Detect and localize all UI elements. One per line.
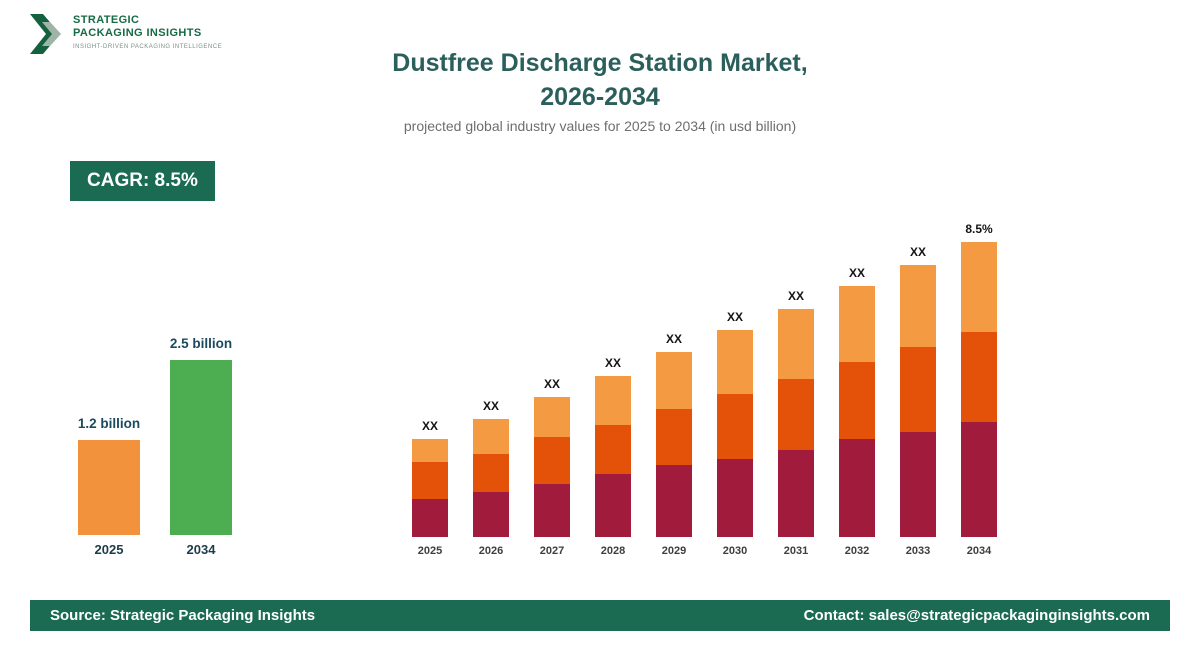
mini-year-label-2025: 2025 — [94, 542, 124, 557]
bottom-segment-2033 — [900, 432, 936, 537]
stacked-bar-year-label-2033: 2033 — [905, 545, 931, 557]
mini-chart: 1.2 billion 2025 2.5 billion 2034 — [78, 318, 232, 557]
logo-text: STRATEGIC PACKAGING INSIGHTS INSIGHT-DRI… — [73, 14, 222, 50]
stacked-bar-year-label-2034: 2034 — [966, 545, 992, 557]
top-segment-2027 — [534, 397, 570, 437]
bottom-segment-2032 — [839, 439, 875, 537]
stacked-bar-column-2034: 8.5% 2034 — [961, 200, 997, 558]
middle-segment-2029 — [656, 409, 692, 465]
bottom-segment-2030 — [717, 459, 753, 537]
stacked-bar-value-label-2034: 8.5% — [965, 222, 993, 236]
logo: STRATEGIC PACKAGING INSIGHTS INSIGHT-DRI… — [30, 14, 222, 54]
stacked-bar-column-2030: XX 2030 — [717, 200, 753, 558]
logo-line1: STRATEGIC — [73, 14, 140, 26]
stacked-bar-column-2028: XX 2028 — [595, 200, 631, 558]
stacked-bar-value-label-2026: XX — [482, 399, 499, 413]
stacked-bar-value-label-2030: XX — [726, 310, 743, 324]
top-segment-2032 — [839, 286, 875, 362]
middle-segment-2032 — [839, 362, 875, 439]
mini-year-label-2034: 2034 — [186, 542, 216, 557]
stacked-bar-2028 — [595, 376, 631, 537]
stacked-bar-year-label-2025: 2025 — [417, 545, 443, 557]
stacked-bar-value-label-2031: XX — [787, 289, 804, 303]
stacked-bar-value-label-2028: XX — [604, 356, 621, 370]
bottom-segment-2026 — [473, 492, 509, 537]
footer-contact[interactable]: Contact: sales@strategicpackaginginsight… — [803, 607, 1150, 624]
cagr-badge: CAGR: 8.5% — [70, 161, 215, 201]
title-line1: Dustfree Discharge Station Market, — [392, 49, 808, 77]
top-segment-2028 — [595, 376, 631, 425]
bottom-segment-2034 — [961, 422, 997, 537]
stacked-bar-column-2029: XX 2029 — [656, 200, 692, 558]
middle-segment-2025 — [412, 462, 448, 499]
mini-value-label-2034: 2.5 billion — [169, 336, 233, 351]
middle-segment-2031 — [778, 379, 814, 450]
stacked-bar-2032 — [839, 286, 875, 537]
page-title: Dustfree Discharge Station Market, 2026-… — [0, 46, 1200, 114]
mini-value-label-2025: 1.2 billion — [77, 416, 141, 431]
stacked-bar-year-label-2028: 2028 — [600, 545, 626, 557]
middle-segment-2027 — [534, 437, 570, 484]
mini-bar-column-2034: 2.5 billion 2034 — [170, 318, 232, 557]
bottom-segment-2028 — [595, 474, 631, 537]
stacked-bar-2031 — [778, 309, 814, 537]
stacked-bar-value-label-2027: XX — [543, 377, 560, 391]
stacked-bar-2033 — [900, 265, 936, 537]
stacked-bar-column-2025: XX 2025 — [412, 200, 448, 558]
stacked-bar-year-label-2032: 2032 — [844, 545, 870, 557]
stacked-bar-2030 — [717, 330, 753, 537]
stacked-bar-column-2031: XX 2031 — [778, 200, 814, 558]
stacked-bar-year-label-2030: 2030 — [722, 545, 748, 557]
middle-segment-2034 — [961, 332, 997, 422]
mini-bar-2025 — [78, 440, 140, 535]
top-segment-2026 — [473, 419, 509, 454]
stacked-bar-2034 — [961, 242, 997, 537]
top-segment-2034 — [961, 242, 997, 332]
title-line2: 2026-2034 — [540, 83, 660, 111]
stacked-bar-year-label-2031: 2031 — [783, 545, 809, 557]
middle-segment-2030 — [717, 394, 753, 459]
stacked-bar-year-label-2029: 2029 — [661, 545, 687, 557]
bottom-segment-2025 — [412, 499, 448, 537]
footer-source: Source: Strategic Packaging Insights — [50, 607, 316, 624]
top-segment-2030 — [717, 330, 753, 394]
stacked-bar-chart: XX 2025 XX 2026 XX 2027 XX 2028 XX 2029 XX 2030 XX 20… — [412, 200, 997, 558]
bottom-segment-2029 — [656, 465, 692, 537]
top-segment-2033 — [900, 265, 936, 347]
stacked-bar-value-label-2033: XX — [909, 245, 926, 259]
stacked-bar-value-label-2025: XX — [421, 419, 438, 433]
bottom-segment-2031 — [778, 450, 814, 537]
footer-bar: Source: Strategic Packaging Insights Con… — [30, 600, 1170, 631]
top-segment-2031 — [778, 309, 814, 379]
logo-line2: PACKAGING INSIGHTS — [73, 27, 202, 39]
stacked-bar-column-2026: XX 2026 — [473, 200, 509, 558]
stacked-bar-column-2033: XX 2033 — [900, 200, 936, 558]
logo-tagline: INSIGHT-DRIVEN PACKAGING INTELLIGENCE — [73, 44, 223, 50]
stacked-bar-2025 — [412, 439, 448, 537]
stacked-bar-2027 — [534, 397, 570, 537]
stacked-bar-year-label-2027: 2027 — [539, 545, 565, 557]
logo-chevron-icon — [30, 14, 61, 54]
stacked-bar-year-label-2026: 2026 — [478, 545, 504, 557]
middle-segment-2033 — [900, 347, 936, 432]
stacked-bar-column-2027: XX 2027 — [534, 200, 570, 558]
stacked-bar-2026 — [473, 419, 509, 537]
middle-segment-2026 — [473, 454, 509, 492]
middle-segment-2028 — [595, 425, 631, 474]
stacked-bar-2029 — [656, 352, 692, 537]
top-segment-2029 — [656, 352, 692, 409]
stacked-bar-value-label-2029: XX — [665, 332, 682, 346]
stacked-bar-value-label-2032: XX — [848, 266, 865, 280]
bottom-segment-2027 — [534, 484, 570, 537]
stacked-bar-column-2032: XX 2032 — [839, 200, 875, 558]
page-subtitle: projected global industry values for 202… — [403, 118, 797, 134]
mini-bar-column-2025: 1.2 billion 2025 — [78, 318, 140, 557]
mini-bar-2034 — [170, 360, 232, 535]
top-segment-2025 — [412, 439, 448, 462]
